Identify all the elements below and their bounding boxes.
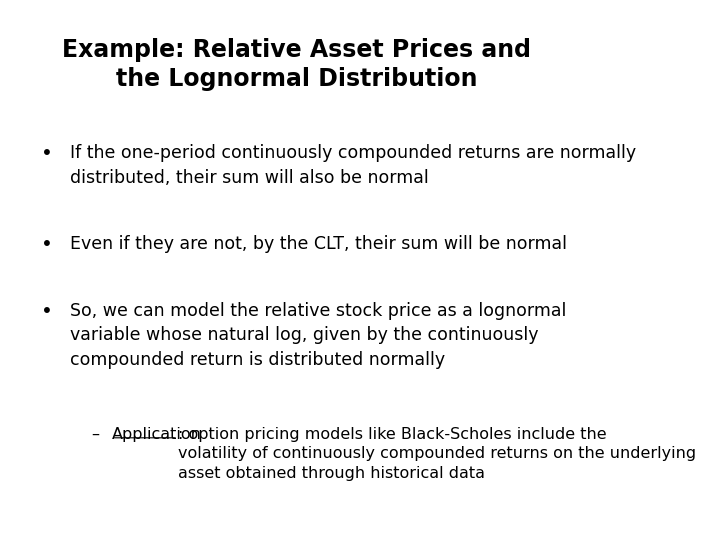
Text: Application: Application — [112, 427, 202, 442]
Text: If the one-period continuously compounded returns are normally
distributed, thei: If the one-period continuously compounde… — [71, 144, 636, 187]
Text: •: • — [41, 302, 53, 321]
Text: Example: Relative Asset Prices and
the Lognormal Distribution: Example: Relative Asset Prices and the L… — [63, 37, 531, 91]
Text: –: – — [91, 427, 99, 442]
Text: Even if they are not, by the CLT, their sum will be normal: Even if they are not, by the CLT, their … — [71, 235, 567, 253]
Text: So, we can model the relative stock price as a lognormal
variable whose natural : So, we can model the relative stock pric… — [71, 302, 567, 369]
Text: •: • — [41, 144, 53, 164]
Text: •: • — [41, 235, 53, 254]
Text: : option pricing models like Black-Scholes include the
volatility of continuousl: : option pricing models like Black-Schol… — [178, 427, 696, 481]
